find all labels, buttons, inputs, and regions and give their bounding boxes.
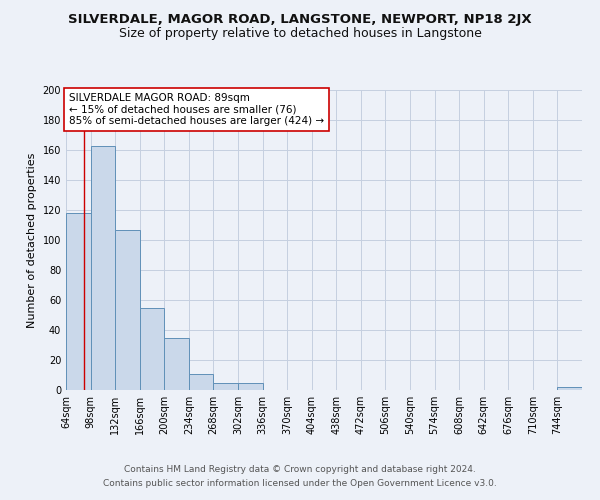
Text: Contains HM Land Registry data © Crown copyright and database right 2024.
Contai: Contains HM Land Registry data © Crown c… xyxy=(103,466,497,487)
Text: Size of property relative to detached houses in Langstone: Size of property relative to detached ho… xyxy=(119,28,481,40)
Text: SILVERDALE MAGOR ROAD: 89sqm
← 15% of detached houses are smaller (76)
85% of se: SILVERDALE MAGOR ROAD: 89sqm ← 15% of de… xyxy=(69,93,324,126)
Bar xyxy=(115,230,140,390)
Bar xyxy=(557,387,582,390)
Bar xyxy=(140,308,164,390)
Bar xyxy=(189,374,214,390)
Bar xyxy=(238,382,263,390)
Bar xyxy=(66,213,91,390)
Y-axis label: Number of detached properties: Number of detached properties xyxy=(27,152,37,328)
Bar xyxy=(91,146,115,390)
Bar xyxy=(214,382,238,390)
Text: SILVERDALE, MAGOR ROAD, LANGSTONE, NEWPORT, NP18 2JX: SILVERDALE, MAGOR ROAD, LANGSTONE, NEWPO… xyxy=(68,12,532,26)
Bar xyxy=(164,338,189,390)
